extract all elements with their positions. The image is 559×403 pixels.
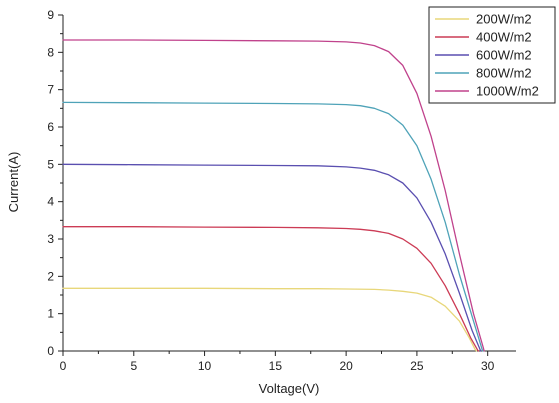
y-axis-title: Current(A) xyxy=(6,152,21,213)
legend-label-800w-m2: 800W/m2 xyxy=(476,66,532,81)
series-line-800w-m2 xyxy=(62,101,484,352)
legend-label-1000w-m2: 1000W/m2 xyxy=(476,84,539,99)
x-tick-label: 20 xyxy=(339,359,353,373)
y-tick-label: 5 xyxy=(47,157,54,171)
y-tick-label: 8 xyxy=(47,45,54,59)
legend: 200W/m2 400W/m2 600W/m2 800W/m2 1000W/m2 xyxy=(428,6,556,104)
x-tick-label: 0 xyxy=(60,359,67,373)
series-line-400w-m2 xyxy=(62,226,480,352)
legend-label-600w-m2: 600W/m2 xyxy=(476,48,532,63)
x-tick-label: 5 xyxy=(130,359,137,373)
x-tick-label: 15 xyxy=(269,359,283,373)
legend-label-400w-m2: 400W/m2 xyxy=(476,30,532,45)
series-line-1000w-m2 xyxy=(62,39,485,352)
legend-label-200w-m2: 200W/m2 xyxy=(476,12,532,27)
y-tick-label: 4 xyxy=(47,195,54,209)
series-line-200w-m2 xyxy=(62,287,478,352)
x-tick-label: 10 xyxy=(198,359,212,373)
x-tick-label: 25 xyxy=(410,359,424,373)
series-layer xyxy=(62,39,485,352)
y-tick-label: 6 xyxy=(47,120,54,134)
y-tick-label: 3 xyxy=(47,232,54,246)
y-tick-label: 2 xyxy=(47,269,54,283)
axes-layer: 0 5 10 15 20 25 30 0 1 2 3 4 5 6 7 8 9 xyxy=(47,8,516,373)
x-tick-label: 30 xyxy=(481,359,495,373)
y-tick-label: 0 xyxy=(47,344,54,358)
y-tick-label: 1 xyxy=(47,307,54,321)
y-tick-label: 9 xyxy=(47,8,54,22)
series-line-600w-m2 xyxy=(62,163,482,352)
x-axis-title: Voltage(V) xyxy=(259,381,320,396)
y-tick-label: 7 xyxy=(47,83,54,97)
